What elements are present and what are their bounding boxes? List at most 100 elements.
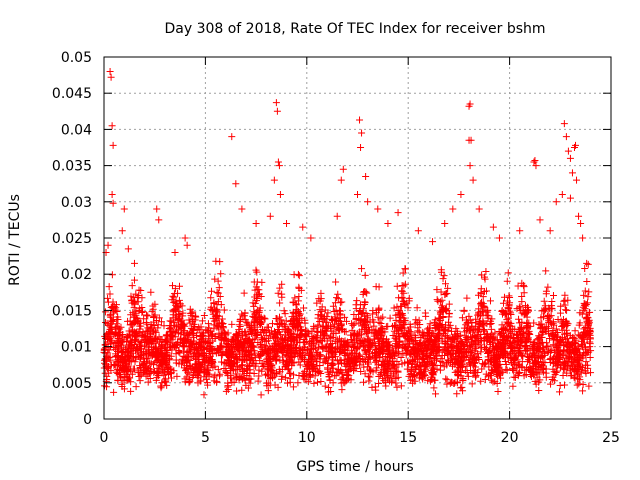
data-point: [566, 194, 574, 202]
data-point: [169, 282, 177, 290]
data-point: [152, 347, 160, 355]
data-point: [389, 347, 397, 355]
data-point: [524, 330, 532, 338]
data-point: [284, 343, 292, 351]
data-point: [379, 313, 387, 321]
data-point: [333, 294, 341, 302]
data-point: [435, 346, 443, 354]
data-point: [233, 373, 241, 381]
data-point: [258, 278, 266, 286]
data-point: [316, 317, 324, 325]
data-point: [447, 354, 455, 362]
data-point: [114, 370, 122, 378]
data-point: [233, 387, 241, 395]
data-point: [507, 311, 515, 319]
data-point: [235, 321, 243, 329]
data-point: [397, 353, 405, 361]
data-point: [337, 338, 345, 346]
data-point: [195, 353, 203, 361]
data-point: [270, 353, 278, 361]
data-point: [522, 335, 530, 343]
data-point: [129, 365, 137, 373]
data-point: [556, 337, 564, 345]
data-point: [483, 320, 491, 328]
data-point: [392, 311, 400, 319]
data-point: [453, 327, 461, 335]
data-point: [339, 165, 347, 173]
data-point: [212, 257, 220, 265]
data-point: [139, 308, 147, 316]
data-point: [134, 347, 142, 355]
data-point: [453, 355, 461, 363]
data-point: [406, 328, 414, 336]
data-point: [509, 365, 517, 373]
data-point: [195, 323, 203, 331]
data-point: [102, 361, 110, 369]
data-point: [584, 260, 592, 268]
data-point: [192, 313, 200, 321]
data-point: [103, 365, 111, 373]
data-point: [429, 238, 437, 246]
data-point: [505, 292, 513, 300]
data-point: [375, 304, 383, 312]
data-point: [173, 372, 181, 380]
data-point: [250, 278, 258, 286]
data-point: [526, 322, 534, 330]
data-point: [364, 372, 372, 380]
data-point: [186, 305, 194, 313]
data-point: [517, 324, 525, 332]
data-point: [441, 327, 449, 335]
y-axis-label: ROTI / TECUs: [7, 194, 23, 286]
data-point: [425, 337, 433, 345]
data-point: [484, 314, 492, 322]
data-point: [575, 212, 583, 220]
data-point: [214, 277, 222, 285]
data-point: [560, 351, 568, 359]
data-point: [212, 314, 220, 322]
data-point: [552, 198, 560, 206]
data-point: [299, 223, 307, 231]
data-point: [419, 355, 427, 363]
data-point: [337, 176, 345, 184]
data-point: [425, 358, 433, 366]
data-point: [581, 287, 589, 295]
data-point: [583, 259, 591, 267]
y-tick-label: 0.045: [52, 86, 92, 102]
data-point: [329, 302, 337, 310]
data-point: [475, 205, 483, 213]
data-point: [255, 372, 263, 380]
data-point: [244, 351, 252, 359]
data-point: [112, 358, 120, 366]
data-point: [292, 301, 300, 309]
data-point: [571, 327, 579, 335]
data-point: [442, 348, 450, 356]
data-point: [213, 308, 221, 316]
data-point: [326, 340, 334, 348]
data-point: [279, 344, 287, 352]
data-point: [172, 297, 180, 305]
data-point: [171, 248, 179, 256]
data-point: [171, 305, 179, 313]
data-point: [286, 375, 294, 383]
data-point: [432, 335, 440, 343]
data-point: [184, 335, 192, 343]
data-point: [210, 325, 218, 333]
data-point: [359, 356, 367, 364]
data-point: [471, 343, 479, 351]
data-point: [165, 369, 173, 377]
data-point: [515, 315, 523, 323]
data-point: [504, 269, 512, 277]
data-point: [110, 307, 118, 315]
data-point: [225, 352, 233, 360]
data-point: [195, 366, 203, 374]
data-point: [155, 333, 163, 341]
data-point: [384, 341, 392, 349]
data-point: [456, 337, 464, 345]
data-point: [252, 266, 260, 274]
data-point: [358, 337, 366, 345]
data-point: [585, 288, 593, 296]
data-point: [175, 360, 183, 368]
data-point: [120, 336, 128, 344]
data-point: [466, 356, 474, 364]
data-point: [185, 316, 193, 324]
